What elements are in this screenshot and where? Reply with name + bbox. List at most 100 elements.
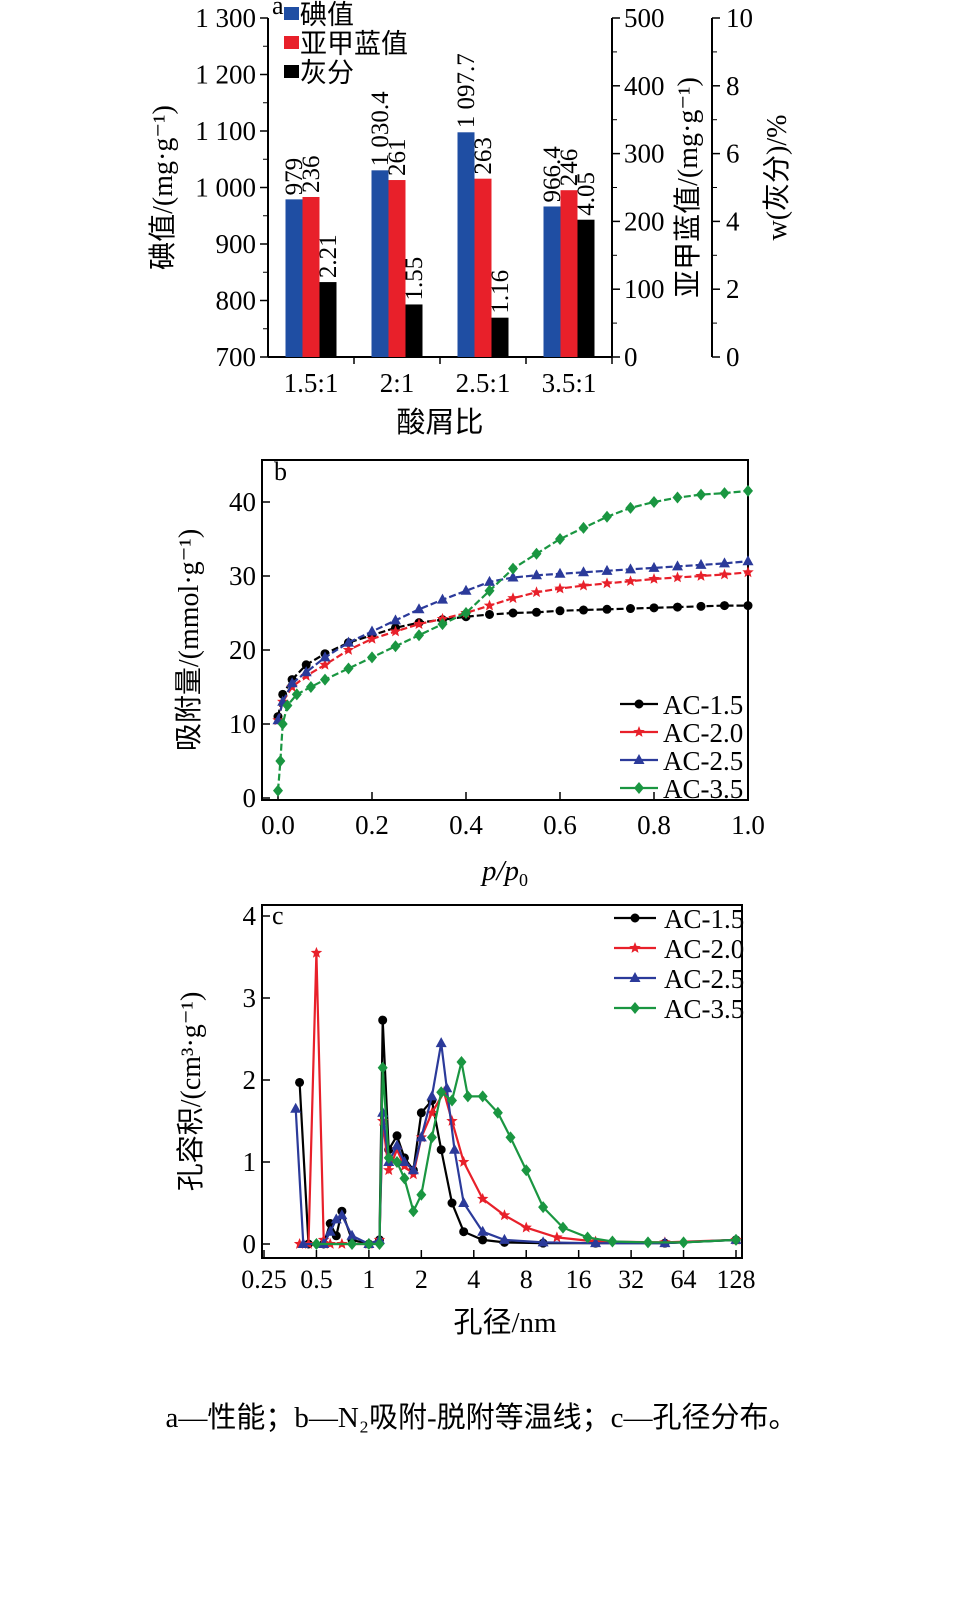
data-point [477, 1090, 488, 1103]
data-point [742, 566, 754, 578]
data-point [426, 1131, 437, 1144]
data-point [311, 1238, 322, 1250]
legend-marker [630, 913, 640, 923]
data-point [555, 533, 565, 545]
data-point [426, 1106, 438, 1118]
data-point [456, 1055, 467, 1068]
legend-label: 灰分 [300, 58, 354, 88]
data-point [520, 1221, 532, 1233]
bar---2.5-1 [491, 317, 509, 357]
y-axis-title: 吸附量/(mmol·g⁻¹) [173, 529, 205, 751]
data-point [649, 603, 659, 613]
data-point [743, 484, 753, 497]
bar---2-1 [371, 170, 389, 357]
data-point [346, 1229, 358, 1240]
data-point [459, 1227, 469, 1237]
data-point [383, 1164, 395, 1176]
right2-tick-label: 10 [726, 3, 753, 33]
right1-tick-label: 300 [624, 139, 665, 169]
data-point [498, 1233, 510, 1244]
data-point [478, 1235, 488, 1245]
data-point [718, 568, 731, 580]
series-AC-2.5 [290, 1037, 742, 1248]
data-point [521, 1164, 532, 1177]
y-axis-title: 孔容积/(cm³·g⁻¹) [175, 992, 207, 1192]
data-point [300, 666, 312, 677]
data-point [460, 584, 472, 595]
data-point [578, 605, 588, 615]
y-tick-label: 1 [243, 1147, 257, 1177]
data-point [389, 625, 402, 637]
right2-tick-label: 6 [726, 139, 740, 169]
data-point [554, 582, 566, 594]
data-point [695, 570, 707, 581]
data-point [555, 606, 565, 616]
x-tick-label: 8 [520, 1265, 533, 1294]
data-point [446, 1115, 458, 1126]
data-point [416, 1108, 426, 1118]
data-point [319, 651, 331, 662]
bar-label: 1 030.4 [367, 91, 394, 167]
data-point [648, 561, 660, 572]
data-point [742, 555, 754, 566]
data-point [295, 1077, 305, 1087]
data-point [277, 718, 288, 730]
data-point [507, 571, 519, 582]
x-tick-label: 1.5:1 [284, 368, 339, 398]
panel-label: c [272, 901, 284, 930]
x-tick-label: 16 [566, 1265, 592, 1294]
y-tick-label: 0 [243, 1229, 257, 1259]
y-tick-label: 20 [229, 635, 256, 665]
data-point [477, 1225, 489, 1236]
left-tick-label: 1 000 [195, 173, 256, 203]
data-point [537, 1236, 549, 1247]
bar---3.5-1 [577, 219, 595, 357]
data-point [719, 557, 730, 568]
data-point [578, 521, 589, 534]
x-tick-label: 0.8 [637, 810, 671, 840]
data-point [601, 577, 613, 589]
x-tick-label: 0.25 [241, 1265, 287, 1294]
legend-swatch [284, 36, 299, 49]
series-AC-1.5 [295, 1015, 741, 1249]
data-point [484, 609, 494, 619]
bar---1.5-1 [319, 282, 337, 357]
data-point [447, 1094, 458, 1107]
data-point [290, 1102, 302, 1113]
data-point [649, 496, 659, 508]
bar-label: 1.55 [401, 257, 428, 301]
data-point [625, 563, 636, 574]
data-point [392, 1131, 402, 1141]
right1-tick-label: 200 [624, 206, 665, 236]
bar---2.5-1 [457, 132, 475, 357]
data-point [366, 625, 378, 636]
data-point [415, 1131, 427, 1142]
y-axis-right2-title: w(灰分)/% [761, 115, 793, 241]
data-point [392, 1156, 403, 1168]
bar---3.5-1 [560, 190, 578, 357]
right1-tick-label: 500 [624, 3, 665, 33]
figure-caption: a—性能；b—N₂吸附-脱附等温线；c—孔径分布。 [165, 1402, 798, 1434]
legend-label: AC-2.0 [663, 718, 743, 748]
data-point [399, 1172, 410, 1185]
data-point [531, 607, 541, 617]
data-point [378, 1015, 388, 1025]
data-point [602, 604, 612, 614]
data-point [275, 755, 286, 767]
left-tick-label: 700 [216, 342, 257, 372]
data-point [672, 560, 683, 571]
data-point [484, 575, 495, 586]
data-point [696, 601, 706, 611]
data-point [531, 569, 542, 580]
x-tick-label: 2.5:1 [456, 368, 511, 398]
data-point [310, 946, 323, 958]
data-point [343, 636, 354, 647]
data-point [297, 1238, 309, 1248]
y-tick-label: 2 [243, 1065, 257, 1095]
data-point [602, 510, 612, 523]
data-point [624, 575, 637, 586]
y-tick-label: 0 [243, 783, 257, 813]
data-point [507, 592, 519, 604]
data-point [447, 1198, 457, 1208]
legend-swatch [284, 7, 299, 20]
